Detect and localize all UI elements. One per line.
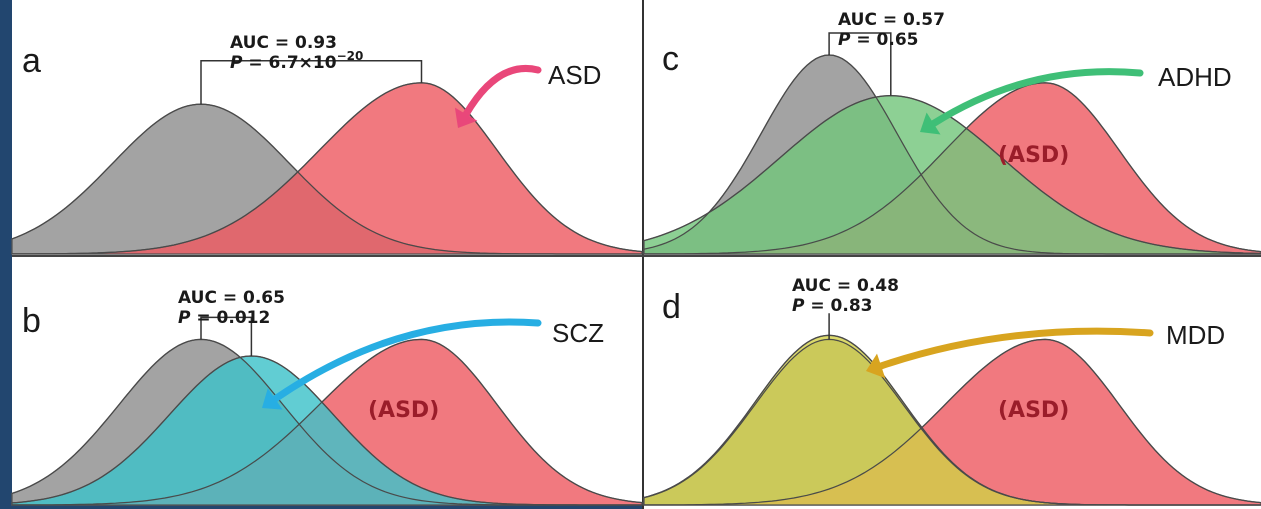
arrow-c — [930, 68, 1144, 127]
panel-a: a AUC = 0.93P = 6.7×10−20 ASD — [11, 33, 643, 255]
arrowhead-b — [262, 388, 283, 410]
arrowhead-c — [920, 112, 941, 135]
left-frame-strip — [0, 0, 12, 509]
panel-c: c AUC = 0.57P = 0.65 ADHD (ASD) — [643, 10, 1261, 255]
bottom-frame-strip — [12, 505, 642, 509]
p-value-text-a: P = 6.7×10−20 — [230, 49, 363, 73]
auc-text-c: AUC = 0.57 — [838, 10, 945, 30]
panel-letter-c: c — [662, 40, 679, 78]
p-value-text-c: P = 0.65 — [838, 30, 919, 50]
auc-text-b: AUC = 0.65 — [178, 288, 285, 308]
series-outline-a-1 — [12, 82, 643, 255]
group-label-a: ASD — [548, 60, 601, 90]
series-outline-d-2 — [643, 334, 1261, 506]
group-label-b: SCZ — [552, 318, 604, 348]
arrow-a — [462, 65, 542, 118]
series-outline-c-2 — [643, 94, 1261, 254]
p-value-text-b: P = 0.012 — [178, 308, 270, 328]
group-label-c: ADHD — [1158, 62, 1232, 92]
arrowhead-a — [454, 107, 478, 128]
series-outline-b-2 — [11, 355, 642, 506]
asd-tag-b: (ASD) — [368, 398, 439, 423]
auc-bracket-a — [200, 60, 423, 105]
panel-d: d AUC = 0.48P = 0.83 MDD (ASD) — [643, 276, 1261, 506]
series-outline-c-0 — [643, 54, 1261, 255]
series-outline-a-0 — [11, 103, 642, 255]
auc-bracket-c — [828, 32, 892, 96]
group-label-d: MDD — [1166, 320, 1225, 350]
asd-tag-d: (ASD) — [998, 398, 1069, 423]
series-outline-d-1 — [644, 338, 1261, 506]
asd-tag-c: (ASD) — [998, 143, 1069, 168]
series-outline-b-1 — [12, 338, 643, 506]
panel-letter-d: d — [662, 288, 681, 326]
arrow-b — [271, 318, 542, 403]
arrow-d — [877, 327, 1154, 370]
auc-text-d: AUC = 0.48 — [792, 276, 899, 296]
panel-letter-b: b — [22, 302, 41, 340]
p-value-text-d: P = 0.83 — [792, 296, 873, 316]
auc-bracket-b — [200, 316, 253, 356]
panel-letter-a: a — [22, 42, 41, 80]
panel-b: b AUC = 0.65P = 0.012 SCZ (ASD) — [11, 288, 643, 506]
arrowhead-d — [866, 353, 886, 379]
auc-text-a: AUC = 0.93 — [230, 33, 337, 53]
series-outline-c-1 — [644, 82, 1261, 255]
